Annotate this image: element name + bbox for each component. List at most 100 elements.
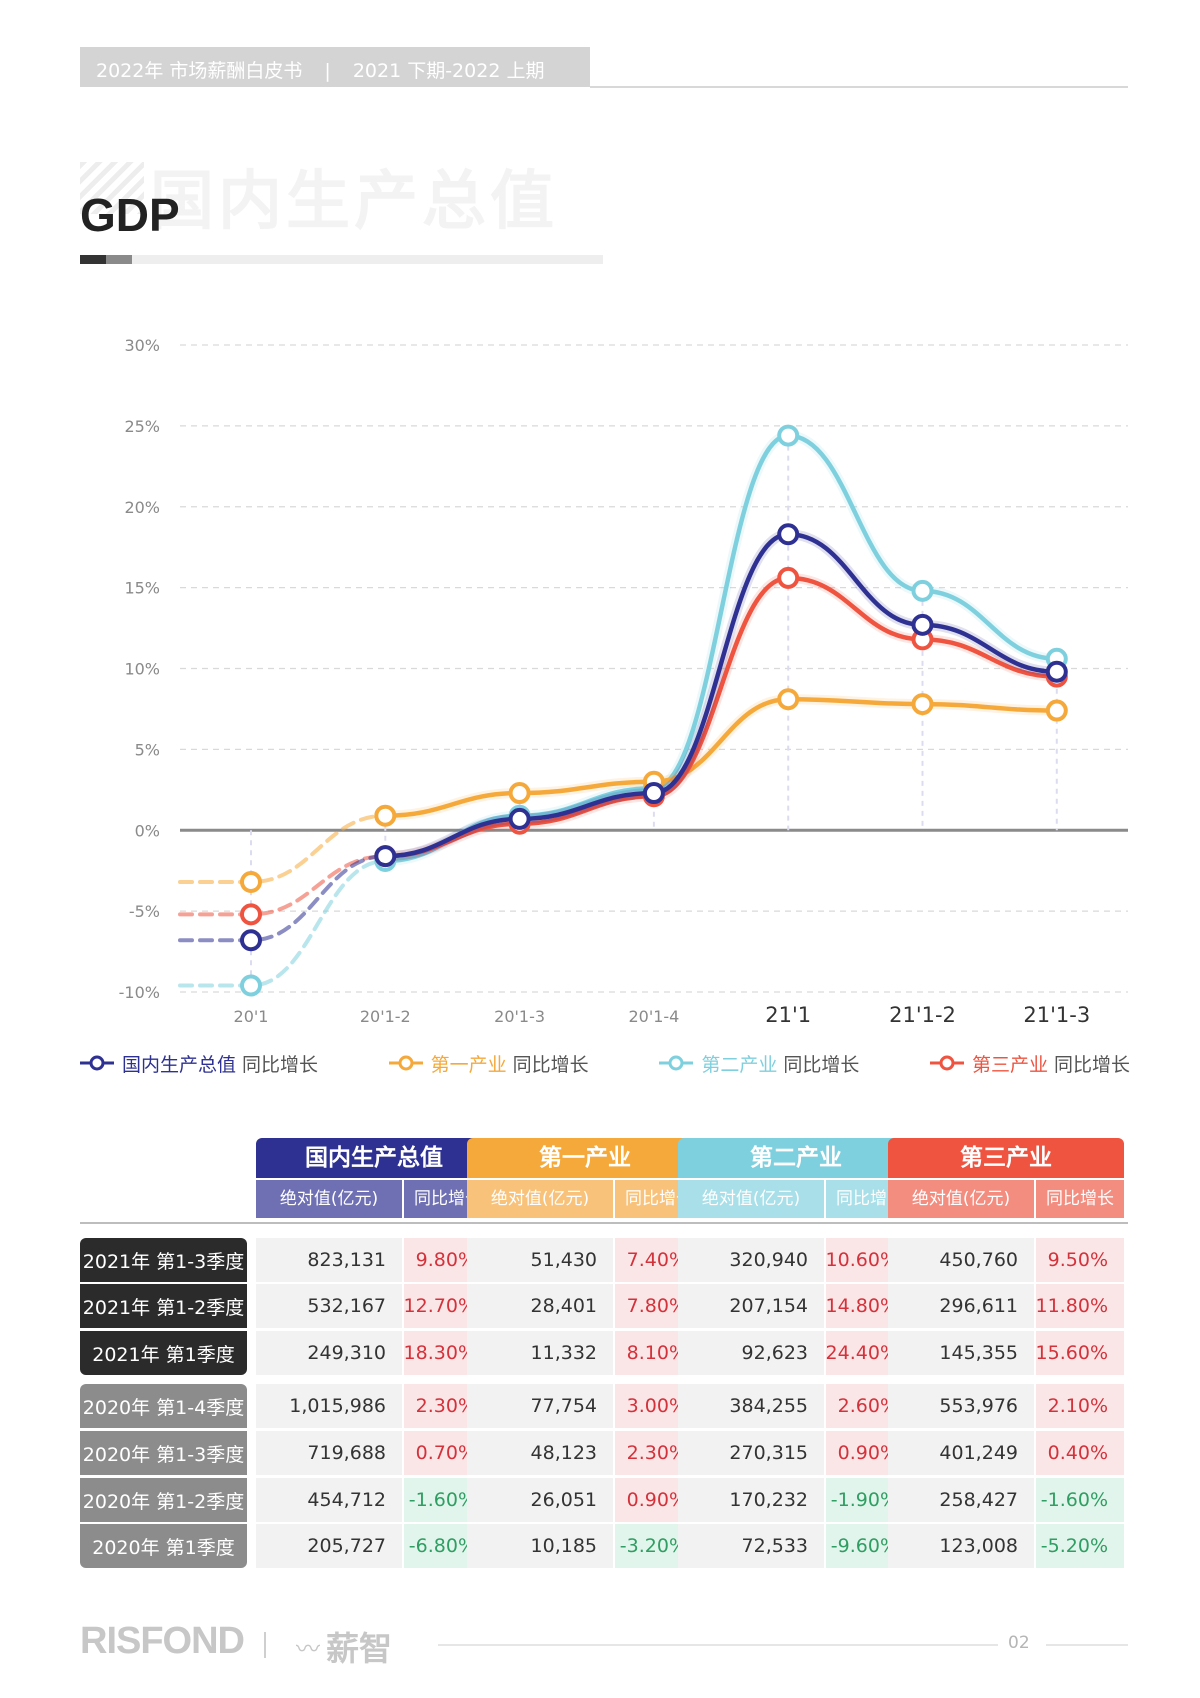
legend-series-suffix: 同比增长 xyxy=(783,1050,859,1077)
y-tick-label: -10% xyxy=(119,983,160,1002)
legend-item-gdp: 国内生产总值 同比增长 xyxy=(80,1050,318,1076)
gdp-point xyxy=(376,847,394,865)
primary-point xyxy=(1048,702,1066,720)
abs-value-cell: 823,131 xyxy=(256,1238,402,1282)
abs-value-cell: 48,123 xyxy=(467,1431,613,1475)
row-label: 2020年 第1-2季度 xyxy=(80,1478,247,1522)
abs-value-cell: 296,611 xyxy=(888,1284,1034,1328)
group-title: 第一产业 xyxy=(467,1138,703,1178)
legend-series-suffix: 同比增长 xyxy=(1054,1050,1130,1077)
legend-marker-icon xyxy=(80,1055,114,1071)
y-tick-label: 15% xyxy=(124,579,160,598)
group-title: 第三产业 xyxy=(888,1138,1124,1178)
abs-value-cell: 454,712 xyxy=(256,1478,402,1522)
abs-value-cell: 258,427 xyxy=(888,1478,1034,1522)
table-group-header: 第二产业 绝对值(亿元) 同比增长 xyxy=(678,1138,914,1220)
abs-value-cell: 270,315 xyxy=(678,1431,824,1475)
legend-series-suffix: 同比增长 xyxy=(513,1050,589,1077)
legend-series-name: 国内生产总值 xyxy=(122,1050,236,1077)
abs-value-header: 绝对值(亿元) xyxy=(467,1180,613,1218)
title-underline xyxy=(80,255,603,264)
y-tick-label: -5% xyxy=(129,902,160,921)
header-right: 2021 下期-2022 上期 xyxy=(353,60,545,82)
legend-series-name: 第二产业 xyxy=(701,1050,777,1077)
header-separator: | xyxy=(324,60,330,82)
abs-value-cell: 11,332 xyxy=(467,1331,613,1375)
abs-value-cell: 77,754 xyxy=(467,1384,613,1428)
secondary-point xyxy=(779,427,797,445)
risfond-logo: RISFOND xyxy=(80,1620,244,1663)
primary-point xyxy=(914,695,932,713)
row-label: 2020年 第1季度 xyxy=(80,1524,247,1568)
gdp-growth-line-chart: 30%25%20%15%10%5%0%-5%-10%20'1 20'1-2 20'1… xyxy=(0,320,1200,1050)
x-tick-label: 20'1 xyxy=(234,1007,269,1026)
abs-value-cell: 51,430 xyxy=(467,1238,613,1282)
yoy-growth-cell: -1.60% xyxy=(1036,1478,1124,1522)
xinzhi-logo: 〰薪智 xyxy=(296,1622,392,1670)
legend-marker-icon xyxy=(659,1055,693,1071)
abs-value-header: 绝对值(亿元) xyxy=(678,1180,824,1218)
secondary-point xyxy=(914,582,932,600)
legend-series-suffix: 同比增长 xyxy=(242,1050,318,1077)
row-label: 2021年 第1季度 xyxy=(80,1331,247,1375)
legend-marker-icon xyxy=(389,1055,423,1071)
abs-value-cell: 553,976 xyxy=(888,1384,1034,1428)
y-tick-label: 5% xyxy=(135,740,160,759)
xinzhi-logo-icon: 〰 xyxy=(296,1629,320,1664)
abs-value-cell: 170,232 xyxy=(678,1478,824,1522)
yoy-growth-cell: 0.40% xyxy=(1036,1431,1124,1475)
gdp-point xyxy=(645,784,663,802)
yoy-growth-cell: 2.10% xyxy=(1036,1384,1124,1428)
header-line xyxy=(590,86,1128,88)
abs-value-cell: 207,154 xyxy=(678,1284,824,1328)
x-tick-label: 20'1-3 xyxy=(494,1007,545,1026)
x-tick-label: 21'1-3 xyxy=(1023,1003,1090,1027)
yoy-header: 同比增长 xyxy=(1036,1180,1124,1218)
abs-value-cell: 320,940 xyxy=(678,1238,824,1282)
abs-value-cell: 205,727 xyxy=(256,1524,402,1568)
group-title: 第二产业 xyxy=(678,1138,914,1178)
abs-value-cell: 123,008 xyxy=(888,1524,1034,1568)
secondary-lead-line xyxy=(180,861,385,986)
page-number: 02 xyxy=(1008,1633,1030,1653)
abs-value-cell: 719,688 xyxy=(256,1431,402,1475)
primary-point xyxy=(242,873,260,891)
yoy-growth-cell: 15.60% xyxy=(1036,1331,1124,1375)
gdp-point xyxy=(1048,663,1066,681)
abs-value-cell: 92,623 xyxy=(678,1331,824,1375)
row-label: 2020年 第1-3季度 xyxy=(80,1431,247,1475)
yoy-growth-cell: 11.80% xyxy=(1036,1284,1124,1328)
row-label: 2021年 第1-2季度 xyxy=(80,1284,247,1328)
abs-value-header: 绝对值(亿元) xyxy=(888,1180,1034,1218)
primary-point xyxy=(511,784,529,802)
gdp-point xyxy=(914,616,932,634)
table-group-header: 国内生产总值 绝对值(亿元) 同比增长 xyxy=(256,1138,492,1220)
gdp-point xyxy=(242,931,260,949)
group-title: 国内生产总值 xyxy=(256,1138,492,1178)
header-left: 2022年 市场薪酬白皮书 xyxy=(96,60,302,82)
footer-line xyxy=(438,1644,998,1646)
secondary-point xyxy=(242,977,260,995)
table-group-header: 第三产业 绝对值(亿元) 同比增长 xyxy=(888,1138,1124,1220)
legend-item-secondary: 第二产业 同比增长 xyxy=(659,1050,859,1076)
abs-value-cell: 145,355 xyxy=(888,1331,1034,1375)
abs-value-cell: 384,255 xyxy=(678,1384,824,1428)
section-title: GDP xyxy=(80,188,180,242)
primary-point xyxy=(779,690,797,708)
abs-value-cell: 532,167 xyxy=(256,1284,402,1328)
tertiary-point xyxy=(779,569,797,587)
abs-value-cell: 401,249 xyxy=(888,1431,1034,1475)
row-label: 2021年 第1-3季度 xyxy=(80,1238,247,1282)
x-tick-label: 20'1-4 xyxy=(628,1007,679,1026)
legend-marker-icon xyxy=(930,1055,964,1071)
chart-legend: 国内生产总值 同比增长 第一产业 同比增长 第二产业 同比增长 第三产业 同比增长 xyxy=(80,1050,1130,1076)
abs-value-cell: 28,401 xyxy=(467,1284,613,1328)
table-group-header: 第一产业 绝对值(亿元) 同比增长 xyxy=(467,1138,703,1220)
section-bg-title: 国内生产总值 xyxy=(150,150,558,242)
y-tick-label: 30% xyxy=(124,336,160,355)
abs-value-header: 绝对值(亿元) xyxy=(256,1180,402,1218)
legend-item-primary: 第一产业 同比增长 xyxy=(389,1050,589,1076)
primary-point xyxy=(376,807,394,825)
row-label: 2020年 第1-4季度 xyxy=(80,1384,247,1428)
abs-value-cell: 450,760 xyxy=(888,1238,1034,1282)
